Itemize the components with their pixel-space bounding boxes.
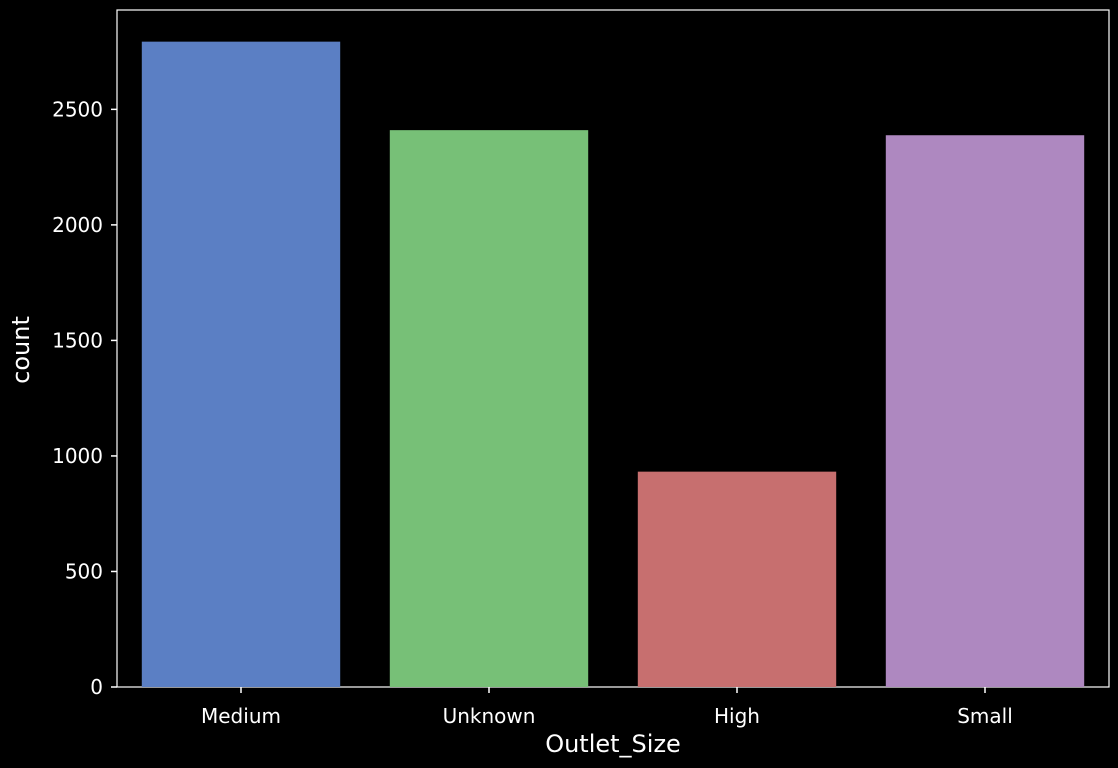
bar-high — [637, 471, 837, 687]
y-axis-ticks: 0 500 1000 1500 2000 2500 — [52, 97, 117, 699]
x-tick-label: High — [714, 704, 760, 728]
y-tick-label: 2000 — [52, 213, 103, 237]
y-tick-label: 1500 — [52, 328, 103, 352]
plot-frame — [116, 9, 1110, 688]
bar-medium — [141, 41, 341, 687]
y-tick-label: 1000 — [52, 444, 103, 468]
x-tick-label: Medium — [201, 704, 281, 728]
x-tick-label: Small — [957, 704, 1013, 728]
bar-unknown — [389, 130, 589, 688]
x-axis-label: Outlet_Size — [545, 730, 681, 758]
y-axis-label: count — [7, 316, 35, 384]
x-axis-ticks: Medium Unknown High Small — [201, 687, 1013, 728]
x-tick-label: Unknown — [443, 704, 536, 728]
bars-group — [141, 41, 1085, 688]
bar-small — [885, 135, 1085, 687]
y-tick-label: 500 — [65, 559, 103, 583]
y-tick-label: 0 — [90, 675, 103, 699]
y-tick-label: 2500 — [52, 97, 103, 121]
